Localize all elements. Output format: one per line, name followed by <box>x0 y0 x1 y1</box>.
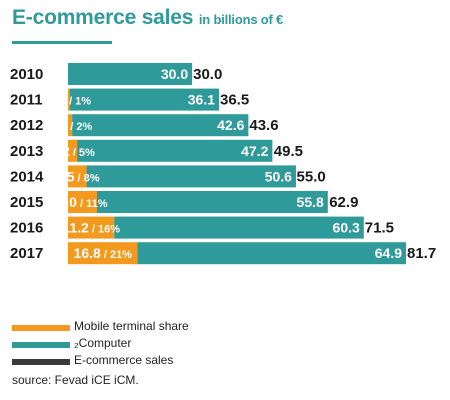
year-label-2010: 2010 <box>10 66 43 83</box>
computer-bar-2013 <box>77 139 273 162</box>
total-value-label-2016: 71.5 <box>365 220 394 237</box>
computer-value-label-2013: 47.2 <box>241 143 268 159</box>
mobile-value-label-2015: 7.0 / 11% <box>57 194 107 210</box>
chart-title-text: E-commerce sales <box>12 6 194 29</box>
total-value-label-2013: 49.5 <box>274 143 303 160</box>
computer-bar-2017 <box>137 242 407 265</box>
source-note: source: Fevad iCE iCM. <box>12 373 139 387</box>
mobile-value-label-2013: 2.2 / 5% <box>50 143 95 159</box>
total-value-label-2012: 43.6 <box>249 117 278 134</box>
chart-title-unit: in billions of € <box>198 12 284 27</box>
total-value-label-2017: 81.7 <box>407 245 436 262</box>
legend-swatch-mobile <box>12 324 70 331</box>
computer-value-label-2010: 30.0 <box>161 66 188 82</box>
chart-title: E-commerce sales in billions of € <box>12 6 283 30</box>
computer-bar-2014 <box>86 165 296 188</box>
mobile-bar-2013 <box>68 139 78 162</box>
mobile-bar-2015 <box>68 191 97 213</box>
total-value-label-2015: 62.9 <box>329 194 358 211</box>
computer-value-label-2015: 55.8 <box>297 194 324 210</box>
computer-bar-2012 <box>72 114 249 137</box>
total-value-label-2010: 30.0 <box>193 66 222 83</box>
year-label-2011: 2011 <box>10 92 43 109</box>
legend: Mobile terminal share ₂Computer E-commer… <box>12 318 189 369</box>
year-label-2014: 2014 <box>10 168 44 185</box>
year-label-2013: 2013 <box>10 143 43 160</box>
computer-value-label-2017: 64.9 <box>375 245 402 261</box>
title-underline <box>12 41 112 44</box>
mobile-bar-2011 <box>68 88 70 111</box>
computer-value-label-2014: 50.6 <box>265 168 292 184</box>
legend-label-mobile: Mobile terminal share <box>74 318 189 333</box>
total-value-label-2011: 36.5 <box>220 92 249 109</box>
mobile-value-label-2016: 11.2 / 16% <box>62 220 120 236</box>
bar-chart: 2010 30.0 30.0 2011 0.4 / 1% 36.1 36.5 2012 1.0 … <box>10 63 436 265</box>
legend-swatch-computer <box>12 341 70 348</box>
computer-bar-2015 <box>96 191 328 213</box>
legend-label-total: E-commerce sales <box>74 352 174 367</box>
computer-bar-2010 <box>68 63 193 85</box>
mobile-bar-2012 <box>68 114 73 137</box>
legend-swatch-total <box>12 358 70 365</box>
total-value-label-2014: 55.0 <box>297 168 326 185</box>
legend-label-computer: ₂Computer <box>74 335 132 350</box>
year-label-2017: 2017 <box>10 245 43 262</box>
legend-item-mobile: Mobile terminal share <box>12 318 189 333</box>
computer-bar-2011 <box>69 88 220 111</box>
mobile-bar-2014 <box>68 165 87 188</box>
mobile-bar-2016 <box>68 216 115 239</box>
year-label-2015: 2015 <box>10 194 43 211</box>
mobile-value-label-2017: 16.8 / 21% <box>74 245 133 261</box>
legend-item-computer: ₂Computer <box>12 335 189 350</box>
computer-value-label-2012: 42.6 <box>217 117 244 133</box>
computer-value-label-2011: 36.1 <box>188 92 215 108</box>
mobile-value-label-2011: 0.4 / 1% <box>47 92 92 108</box>
year-label-2012: 2012 <box>10 117 43 134</box>
legend-item-total: E-commerce sales <box>12 352 189 367</box>
mobile-value-label-2012: 1.0 / 2% <box>48 117 93 133</box>
computer-value-label-2016: 60.3 <box>333 220 360 236</box>
mobile-bar-2017 <box>68 242 138 265</box>
computer-bar-2016 <box>114 216 364 239</box>
year-label-2016: 2016 <box>10 220 43 237</box>
mobile-value-label-2014: 4.5 / 8% <box>55 168 100 184</box>
